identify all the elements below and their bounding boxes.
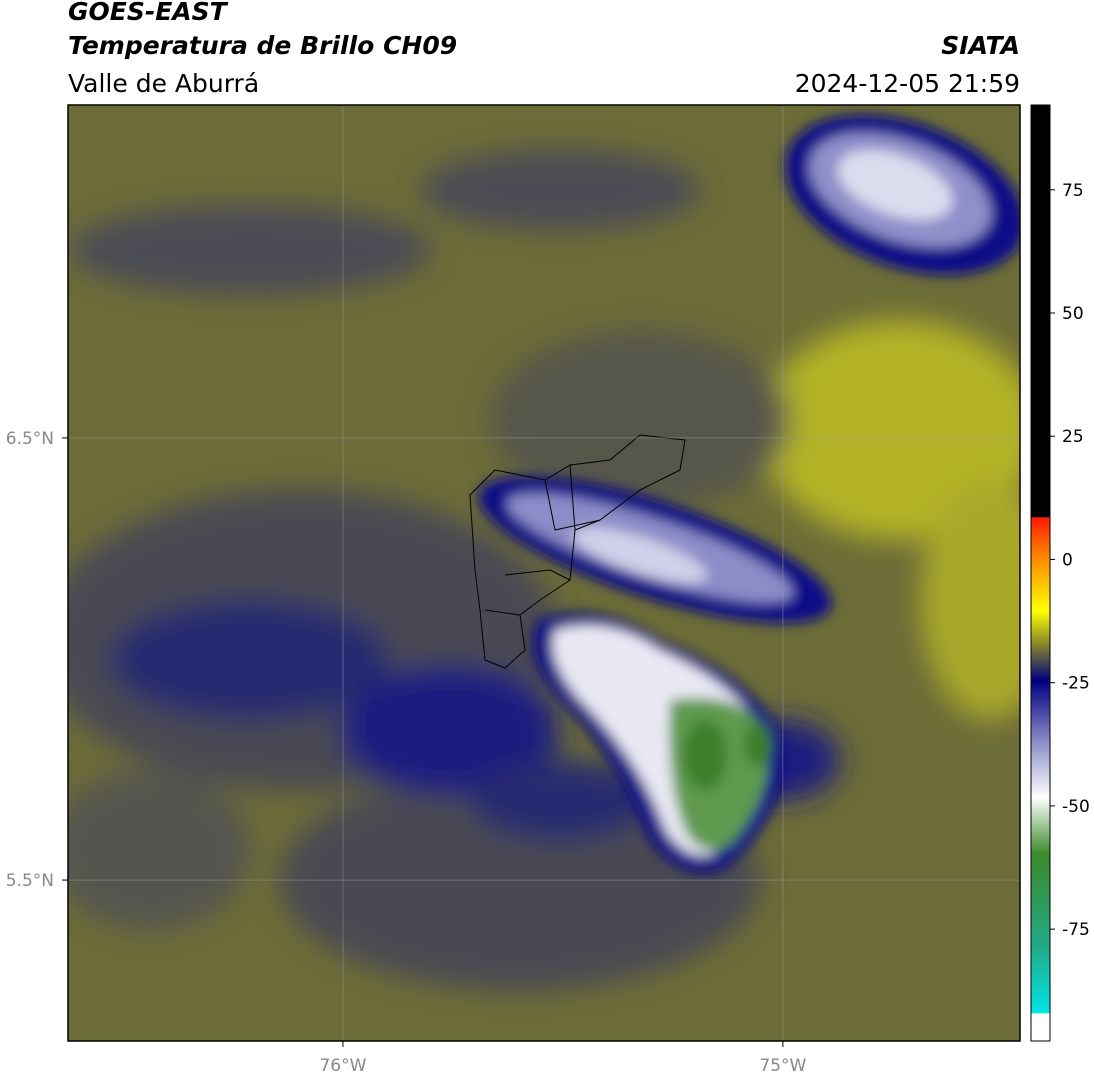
timestamp: 2024-12-05 21:59 xyxy=(795,69,1020,98)
colorbar-tick-label: 0 xyxy=(1062,550,1073,570)
colorbar-tick-label: 50 xyxy=(1062,304,1084,324)
colorbar-tick-label: -25 xyxy=(1062,674,1090,694)
source: SIATA xyxy=(941,31,1020,60)
lon-tick-label: 76°W xyxy=(319,1056,366,1076)
satellite-image xyxy=(68,105,1020,1041)
region: Valle de Aburrá xyxy=(68,69,259,98)
title: GOES-EAST xyxy=(68,0,229,26)
colorbar-tick-label: -50 xyxy=(1062,797,1090,817)
lat-tick-label: 5.5°N xyxy=(6,871,54,891)
municipal-borders xyxy=(469,434,686,669)
subtitle: Temperatura de Brillo CH09 xyxy=(68,31,457,60)
lon-tick-label: 75°W xyxy=(759,1056,806,1076)
map-frame xyxy=(67,104,1021,1042)
colorbar-tick-label: -75 xyxy=(1062,920,1090,940)
colorbar-tick-label: 75 xyxy=(1062,181,1084,201)
colorbar xyxy=(1030,104,1051,1042)
lat-tick-label: 6.5°N xyxy=(6,429,54,449)
colorbar-tick-label: 25 xyxy=(1062,427,1084,447)
